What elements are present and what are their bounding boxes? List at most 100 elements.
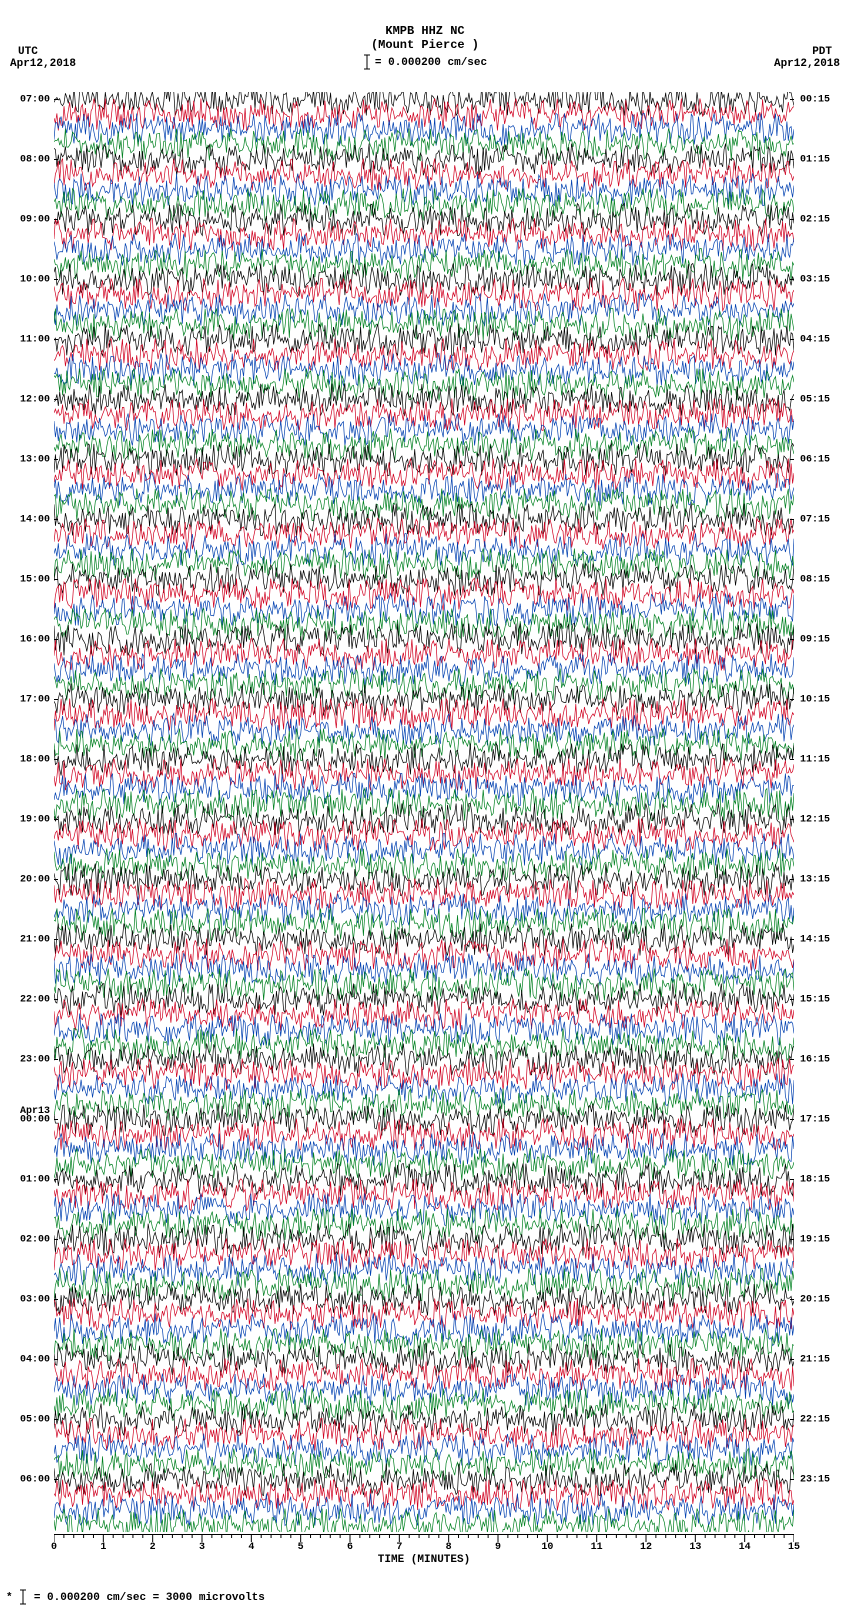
seismic-trace: [54, 909, 794, 941]
seismic-trace: [54, 1389, 794, 1421]
utc-hour-label: 07:00: [2, 94, 50, 105]
x-tick-label: 12: [640, 1542, 652, 1553]
station-subtitle: (Mount Pierce ): [0, 38, 850, 52]
scale-line: = 0.000200 cm/sec: [0, 54, 850, 70]
x-tick-label: 10: [541, 1542, 553, 1553]
footer-star: *: [6, 1592, 13, 1604]
seismic-trace: [54, 384, 794, 416]
utc-hour-label: 12:00: [2, 394, 50, 405]
utc-hour-label: 15:00: [2, 574, 50, 585]
pdt-hour-label: 04:15: [800, 334, 848, 345]
tz-right-label: PDT: [812, 46, 832, 58]
pdt-hour-label: 14:15: [800, 934, 848, 945]
x-tick-label: 2: [150, 1542, 156, 1553]
x-tick-label: 6: [347, 1542, 353, 1553]
pdt-hour-label: 02:15: [800, 214, 848, 225]
seismic-trace: [54, 564, 794, 596]
x-tick-label: 1: [100, 1542, 106, 1553]
utc-hour-label: 22:00: [2, 994, 50, 1005]
x-tick-label: 9: [495, 1542, 501, 1553]
x-tick-label: 4: [248, 1542, 254, 1553]
helicorder-plot: [54, 92, 794, 1532]
pdt-hour-label: 00:15: [800, 94, 848, 105]
pdt-hour-label: 22:15: [800, 1414, 848, 1425]
x-tick-label: 8: [446, 1542, 452, 1553]
helicorder-container: KMPB HHZ NC (Mount Pierce ) = 0.000200 c…: [0, 0, 850, 1613]
utc-hour-label: 05:00: [2, 1414, 50, 1425]
utc-hour-label: 10:00: [2, 274, 50, 285]
pdt-hour-label: 09:15: [800, 634, 848, 645]
scale-text: = 0.000200 cm/sec: [375, 57, 487, 69]
pdt-hour-label: 08:15: [800, 574, 848, 585]
utc-hour-label: 13:00: [2, 454, 50, 465]
utc-hour-label: 09:00: [2, 214, 50, 225]
seismic-trace: [54, 234, 794, 266]
pdt-hour-label: 16:15: [800, 1054, 848, 1065]
scale-bar-icon: [19, 1589, 27, 1605]
seismic-trace: [54, 1224, 794, 1256]
x-tick-label: 13: [689, 1542, 701, 1553]
x-tick-label: 3: [199, 1542, 205, 1553]
seismic-trace: [54, 1359, 794, 1391]
utc-hour-label: 14:00: [2, 514, 50, 525]
pdt-hour-label: 01:15: [800, 154, 848, 165]
station-title: KMPB HHZ NC: [0, 0, 850, 38]
pdt-hour-label: 07:15: [800, 514, 848, 525]
pdt-hour-label: 20:15: [800, 1294, 848, 1305]
utc-hour-label: 01:00: [2, 1174, 50, 1185]
seismic-trace: [54, 1089, 794, 1121]
seismic-trace: [54, 1464, 794, 1496]
seismic-trace: [54, 579, 794, 611]
pdt-hour-label: 11:15: [800, 754, 848, 765]
seismic-trace: [54, 939, 794, 971]
x-tick-label: 15: [788, 1542, 800, 1553]
x-tick-label: 5: [298, 1542, 304, 1553]
pdt-hour-label: 03:15: [800, 274, 848, 285]
utc-hour-label: 06:00: [2, 1474, 50, 1485]
x-tick-label: 0: [51, 1542, 57, 1553]
pdt-hour-label: 21:15: [800, 1354, 848, 1365]
tz-left-date: Apr12,2018: [10, 58, 76, 70]
pdt-hour-label: 05:15: [800, 394, 848, 405]
pdt-hour-label: 06:15: [800, 454, 848, 465]
utc-day2-label: Apr13: [2, 1106, 50, 1117]
x-tick-label: 7: [396, 1542, 402, 1553]
pdt-hour-label: 23:15: [800, 1474, 848, 1485]
x-tick-label: 11: [591, 1542, 603, 1553]
utc-hour-label: 04:00: [2, 1354, 50, 1365]
pdt-hour-label: 13:15: [800, 874, 848, 885]
seismic-trace: [54, 92, 794, 116]
pdt-hour-label: 19:15: [800, 1234, 848, 1245]
footer: * = 0.000200 cm/sec = 3000 microvolts: [6, 1589, 265, 1605]
utc-hour-label: 03:00: [2, 1294, 50, 1305]
pdt-hour-label: 18:15: [800, 1174, 848, 1185]
x-axis-title: TIME (MINUTES): [378, 1554, 470, 1566]
utc-hour-label: 20:00: [2, 874, 50, 885]
seismic-trace: [54, 1479, 794, 1511]
seismic-trace: [54, 684, 794, 716]
pdt-hour-label: 17:15: [800, 1114, 848, 1125]
seismic-trace: [54, 1029, 794, 1061]
utc-hour-label: 21:00: [2, 934, 50, 945]
scale-bar-icon: [363, 54, 371, 70]
utc-hour-label: 17:00: [2, 694, 50, 705]
utc-hour-label: 19:00: [2, 814, 50, 825]
utc-hour-label: 23:00: [2, 1054, 50, 1065]
seismic-trace: [54, 624, 794, 656]
tz-left-label: UTC: [18, 46, 38, 58]
x-tick-label: 14: [739, 1542, 751, 1553]
seismic-trace: [54, 1074, 794, 1106]
seismic-trace: [54, 159, 794, 191]
pdt-hour-label: 15:15: [800, 994, 848, 1005]
utc-hour-label: 08:00: [2, 154, 50, 165]
x-axis: 0123456789101112131415 TIME (MINUTES): [54, 1534, 794, 1574]
seismic-trace: [54, 174, 794, 206]
utc-hour-label: 18:00: [2, 754, 50, 765]
tz-right-date: Apr12,2018: [774, 58, 840, 70]
utc-hour-label: 02:00: [2, 1234, 50, 1245]
utc-hour-label: 11:00: [2, 334, 50, 345]
pdt-hour-label: 10:15: [800, 694, 848, 705]
pdt-hour-label: 12:15: [800, 814, 848, 825]
utc-hour-label: 16:00: [2, 634, 50, 645]
seismic-trace: [54, 489, 794, 521]
